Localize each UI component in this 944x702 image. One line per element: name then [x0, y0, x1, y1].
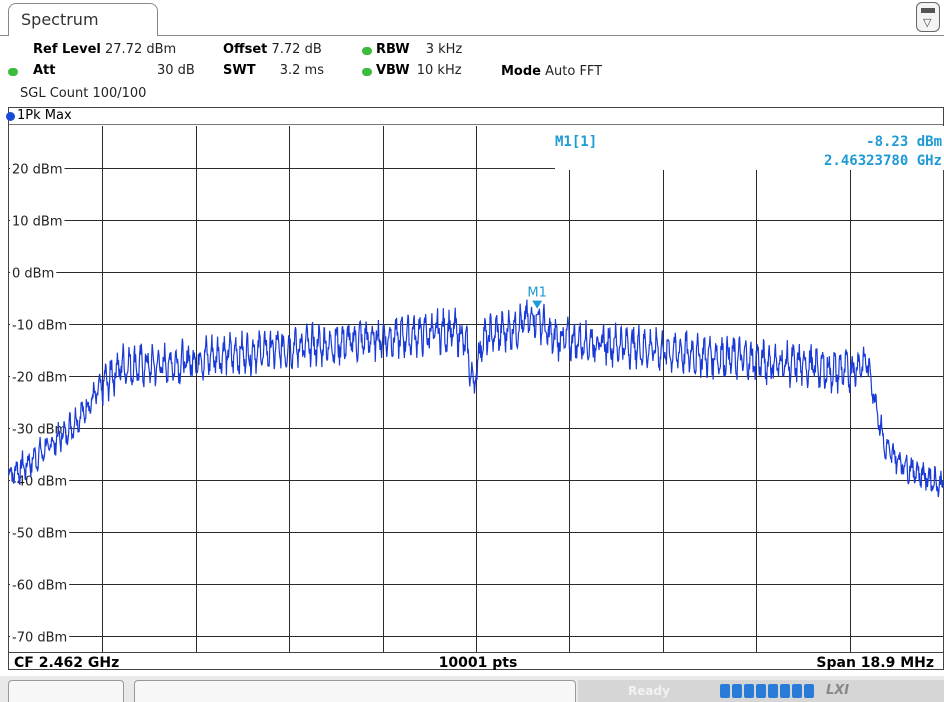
tab-spectrum[interactable]: Spectrum — [8, 3, 158, 36]
y-tick-bg-3 — [10, 316, 70, 333]
y-tick-label: 10 dBm — [12, 215, 63, 230]
y-tick-label: 0 dBm — [12, 267, 54, 282]
progress-segment — [756, 684, 766, 698]
mode-label: Mode — [501, 64, 541, 79]
y-tick-label: -20 dBm — [12, 371, 67, 386]
rbw-label: RBW — [376, 42, 410, 57]
y-tick-label: -60 dBm — [12, 579, 67, 594]
offset-setting[interactable]: Offset 7.72 dB — [223, 42, 322, 57]
marker-m1: M1 — [527, 286, 547, 309]
trace-label: 1Pk Max — [17, 108, 72, 123]
mode-value: Auto FFT — [545, 64, 603, 79]
marker-readout-frequency: 2.46323780 GHz — [824, 153, 942, 169]
swt-setting[interactable]: SWT 3.2 ms — [223, 63, 324, 78]
offset-label: Offset — [223, 42, 268, 57]
status-ready: Ready — [628, 684, 670, 698]
att-label-wrap[interactable]: Att — [33, 63, 56, 78]
y-tick-label: 20 dBm — [12, 163, 63, 178]
footer-points: 10001 pts — [439, 655, 518, 671]
att-coupled-indicator-icon — [8, 68, 18, 76]
vbw-coupled-indicator-icon — [362, 68, 372, 76]
trace-label-bar: 1Pk Max — [9, 108, 943, 125]
display-config-bars — [921, 8, 935, 13]
chevron-down-icon: ▽ — [923, 16, 932, 29]
y-tick-bg-5 — [10, 420, 70, 437]
marker-m1-triangle — [532, 300, 543, 309]
swt-value: 3.2 ms — [279, 63, 324, 78]
att-value: 30 dB — [157, 63, 195, 78]
marker-readout-mask — [555, 126, 944, 170]
lxi-icon: LXI — [826, 683, 850, 698]
ref-level-setting[interactable]: Ref Level 27.72 dBm — [33, 42, 176, 57]
y-tick-label: -50 dBm — [12, 527, 67, 542]
tab-bar: Spectrum ▽ — [0, 0, 944, 36]
y-tick-bg-0 — [10, 160, 65, 177]
trace-indicator-icon — [6, 112, 15, 121]
progress-segment — [732, 684, 742, 698]
softkey-left[interactable] — [8, 680, 124, 702]
y-tick-bg-7 — [10, 524, 70, 541]
progress-indicator — [720, 684, 820, 698]
marker-m1-label: M1 — [527, 286, 547, 301]
footer-center-frequency: CF 2.462 GHz — [14, 655, 119, 671]
ref-level-value: 27.72 dBm — [105, 42, 177, 57]
tab-bar-line — [0, 35, 944, 36]
sweep-count: SGL Count 100/100 — [20, 86, 147, 101]
progress-segment — [804, 684, 814, 698]
rbw-coupled-indicator-icon — [362, 47, 372, 55]
progress-segment — [780, 684, 790, 698]
y-tick-bg-8 — [10, 576, 70, 593]
mode-setting[interactable]: Mode Auto FFT — [501, 64, 602, 79]
y-tick-label: -30 dBm — [12, 423, 67, 438]
rbw-value: 3 kHz — [425, 42, 463, 57]
y-tick-label: -10 dBm — [12, 319, 67, 334]
chart-grid — [9, 126, 943, 652]
marker-readout-label: M1[1] — [555, 134, 597, 150]
ref-level-label: Ref Level — [33, 42, 101, 57]
marker-readout-level: -8.23 dBm — [866, 134, 942, 150]
y-tick-bg-9 — [10, 628, 70, 645]
vbw-value: 10 kHz — [416, 63, 462, 78]
y-tick-label: -70 dBm — [12, 631, 67, 646]
footer-span: Span 18.9 MHz — [816, 655, 934, 671]
progress-segment — [744, 684, 754, 698]
offset-value: 7.72 dB — [271, 42, 322, 57]
progress-segment — [768, 684, 778, 698]
y-tick-bg-2 — [10, 264, 57, 281]
att-label: Att — [33, 63, 56, 78]
progress-segment — [792, 684, 802, 698]
y-tick-bg-4 — [10, 368, 70, 385]
vbw-label: VBW — [376, 63, 410, 78]
message-field[interactable] — [134, 680, 576, 702]
vbw-setting[interactable]: VBW 10 kHz — [376, 63, 462, 78]
rbw-setting[interactable]: RBW 3 kHz — [376, 42, 462, 57]
progress-segment — [720, 684, 730, 698]
tab-spectrum-label: Spectrum — [21, 10, 99, 29]
trace-1 — [8, 299, 944, 498]
display-config-icon[interactable]: ▽ — [916, 2, 940, 32]
y-tick-bg-1 — [10, 212, 65, 229]
swt-label: SWT — [223, 63, 256, 78]
